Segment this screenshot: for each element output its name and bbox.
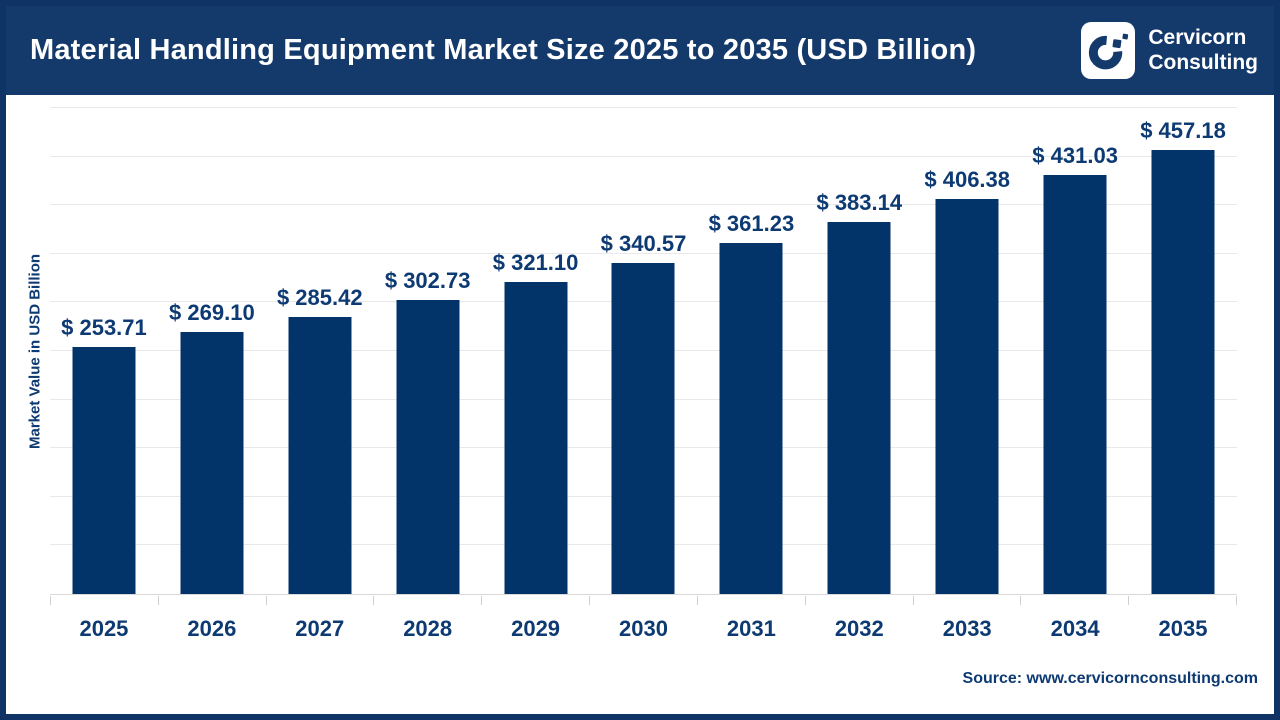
- gridline: [50, 107, 1237, 108]
- x-axis-label-2035: 2035: [1158, 616, 1208, 641]
- bar-2027: [288, 316, 352, 594]
- source-note: Source: www.cervicornconsulting.com: [962, 670, 1258, 687]
- bar-value-label: $ 431.03: [1032, 143, 1118, 169]
- axis-tick: [1020, 596, 1128, 605]
- bar-2028: [396, 299, 460, 594]
- axis-tick: [1128, 596, 1237, 605]
- chart-title: Material Handling Equipment Market Size …: [30, 34, 977, 66]
- bar-2032: [827, 221, 891, 594]
- cervicorn-logo-icon: [1081, 22, 1136, 79]
- bar-value-label: $ 406.38: [924, 167, 1011, 192]
- x-axis-label-2026: 2026: [187, 616, 237, 641]
- bar-2030: [611, 262, 675, 594]
- x-axis-label-2029: 2029: [511, 616, 561, 641]
- bar-cell-2028: $ 302.73: [374, 108, 482, 594]
- bar-2029: [504, 281, 568, 594]
- bar-cell-2027: $ 285.42: [266, 108, 374, 594]
- gridline: [50, 252, 1237, 254]
- bar-value-label: $ 361.23: [708, 210, 795, 236]
- x-axis-label-2030: 2030: [619, 616, 668, 641]
- logo-wordmark: Cervicorn Consulting: [1148, 26, 1258, 76]
- logo-line2: Consulting: [1148, 50, 1258, 74]
- x-axis-ticks: [50, 596, 1237, 605]
- bar-cell-2035: $ 457.18: [1129, 108, 1237, 594]
- bar-2033: [935, 199, 999, 594]
- axis-tick: [589, 596, 697, 605]
- bar-cell-2032: $ 383.14: [805, 108, 913, 594]
- bar-cell-2025: $ 253.71: [50, 108, 158, 594]
- x-axis-label-2031: 2031: [726, 616, 776, 641]
- axis-tick: [373, 596, 481, 605]
- bar-2034: [1043, 175, 1107, 594]
- bar-cell-2031: $ 361.23: [697, 108, 805, 594]
- axis-tick: [696, 596, 805, 605]
- axis-tick: [157, 596, 266, 605]
- bar-cell-2033: $ 406.38: [913, 108, 1021, 594]
- gridline: [50, 155, 1237, 157]
- logo: Cervicorn Consulting: [1081, 22, 1258, 79]
- x-axis-labels: 2025 2026 2027 2028 2029 2030 2031 2032 2033 2034…: [50, 608, 1237, 642]
- y-axis-title: Market Value in USD Billion: [26, 253, 44, 450]
- bar-value-label: $ 302.73: [384, 267, 471, 293]
- bar-cell-2034: $ 431.03: [1021, 108, 1129, 594]
- axis-tick: [804, 596, 913, 605]
- x-axis-label-2028: 2028: [403, 616, 453, 641]
- axis-tick: [912, 596, 1021, 605]
- bar-2035: [1151, 149, 1215, 594]
- axis-tick: [50, 596, 158, 605]
- x-axis-label-2032: 2032: [834, 616, 884, 641]
- bar-value-label: $ 383.14: [816, 189, 903, 215]
- bar-value-label: $ 340.57: [600, 230, 687, 256]
- bar-value-label: $ 269.10: [169, 300, 255, 326]
- bar-cell-2029: $ 321.10: [482, 108, 590, 594]
- x-axis-label-2027: 2027: [295, 616, 345, 641]
- plot-area: $ 253.71 $ 269.10 $ 285.42 $ 302.73 $ 321.10…: [50, 107, 1237, 595]
- bar-cell-2030: $ 340.57: [590, 108, 698, 594]
- x-axis-label-2025: 2025: [79, 616, 129, 641]
- bar-cell-2026: $ 269.10: [158, 108, 266, 594]
- bar-value-label: $ 457.18: [1140, 117, 1226, 143]
- header: Material Handling Equipment Market Size …: [6, 6, 1274, 95]
- bars-row: $ 253.71 $ 269.10 $ 285.42 $ 302.73 $ 321.10…: [50, 108, 1237, 594]
- x-axis-label-2034: 2034: [1050, 616, 1100, 641]
- bar-2031: [719, 242, 783, 594]
- axis-tick: [265, 596, 374, 605]
- bar-2025: [72, 347, 136, 594]
- axis-tick: [481, 596, 589, 605]
- x-axis-label-2033: 2033: [942, 616, 992, 641]
- bar-value-label: $ 321.10: [492, 249, 579, 275]
- bar-value-label: $ 253.71: [61, 315, 147, 341]
- gridline: [50, 204, 1237, 206]
- bar-2026: [180, 332, 244, 594]
- logo-line1: Cervicorn: [1148, 25, 1247, 49]
- bar-value-label: $ 285.42: [276, 284, 363, 310]
- infographic-body: Material Handling Equipment Market Size …: [6, 6, 1274, 714]
